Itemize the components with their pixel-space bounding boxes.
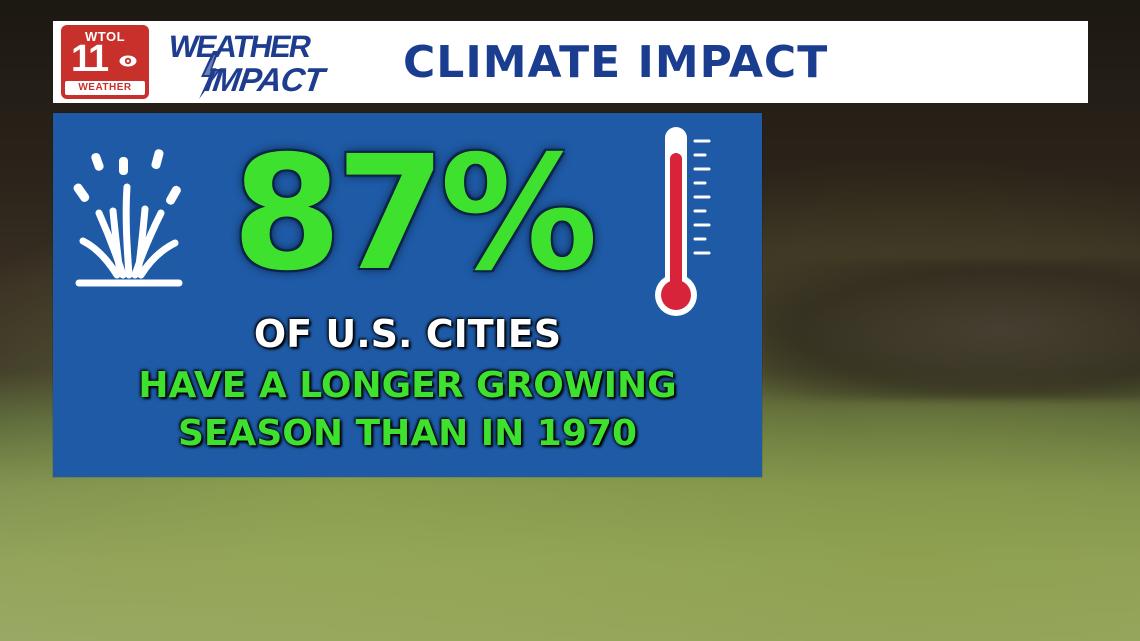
statistic-value: 87% bbox=[231, 122, 598, 306]
station-call-letters: WTOL bbox=[84, 29, 126, 44]
statistic-panel: 87% OF U.S. CITIES HAVE A LONGER GROWING… bbox=[53, 113, 762, 477]
statistic-description-line2: SEASON THAN IN 1970 bbox=[177, 413, 638, 454]
station-logo: WTOL 11 WEATHER bbox=[61, 25, 149, 99]
page-title: CLIMATE IMPACT bbox=[403, 37, 829, 88]
lightning-bolt-icon bbox=[199, 51, 221, 99]
weather-impact-logo: WEATHER IMPACT bbox=[166, 29, 345, 99]
puddle-area bbox=[760, 260, 1140, 400]
title-bar: WTOL 11 WEATHER WEATHER IMPACT CLIMATE I… bbox=[53, 21, 1088, 103]
statistic-description-line1: HAVE A LONGER GROWING bbox=[138, 365, 677, 406]
thermometer-icon bbox=[655, 127, 711, 316]
network-eye-icon bbox=[119, 55, 137, 67]
station-channel-number: 11 bbox=[71, 38, 109, 80]
station-logo-caption: WEATHER bbox=[65, 81, 145, 95]
weather-impact-logo-line2: IMPACT bbox=[202, 61, 326, 98]
weather-impact-logo-line1: WEATHER bbox=[166, 29, 313, 64]
statistic-subject: OF U.S. CITIES bbox=[253, 312, 562, 356]
sprinkler-icon bbox=[73, 149, 183, 287]
